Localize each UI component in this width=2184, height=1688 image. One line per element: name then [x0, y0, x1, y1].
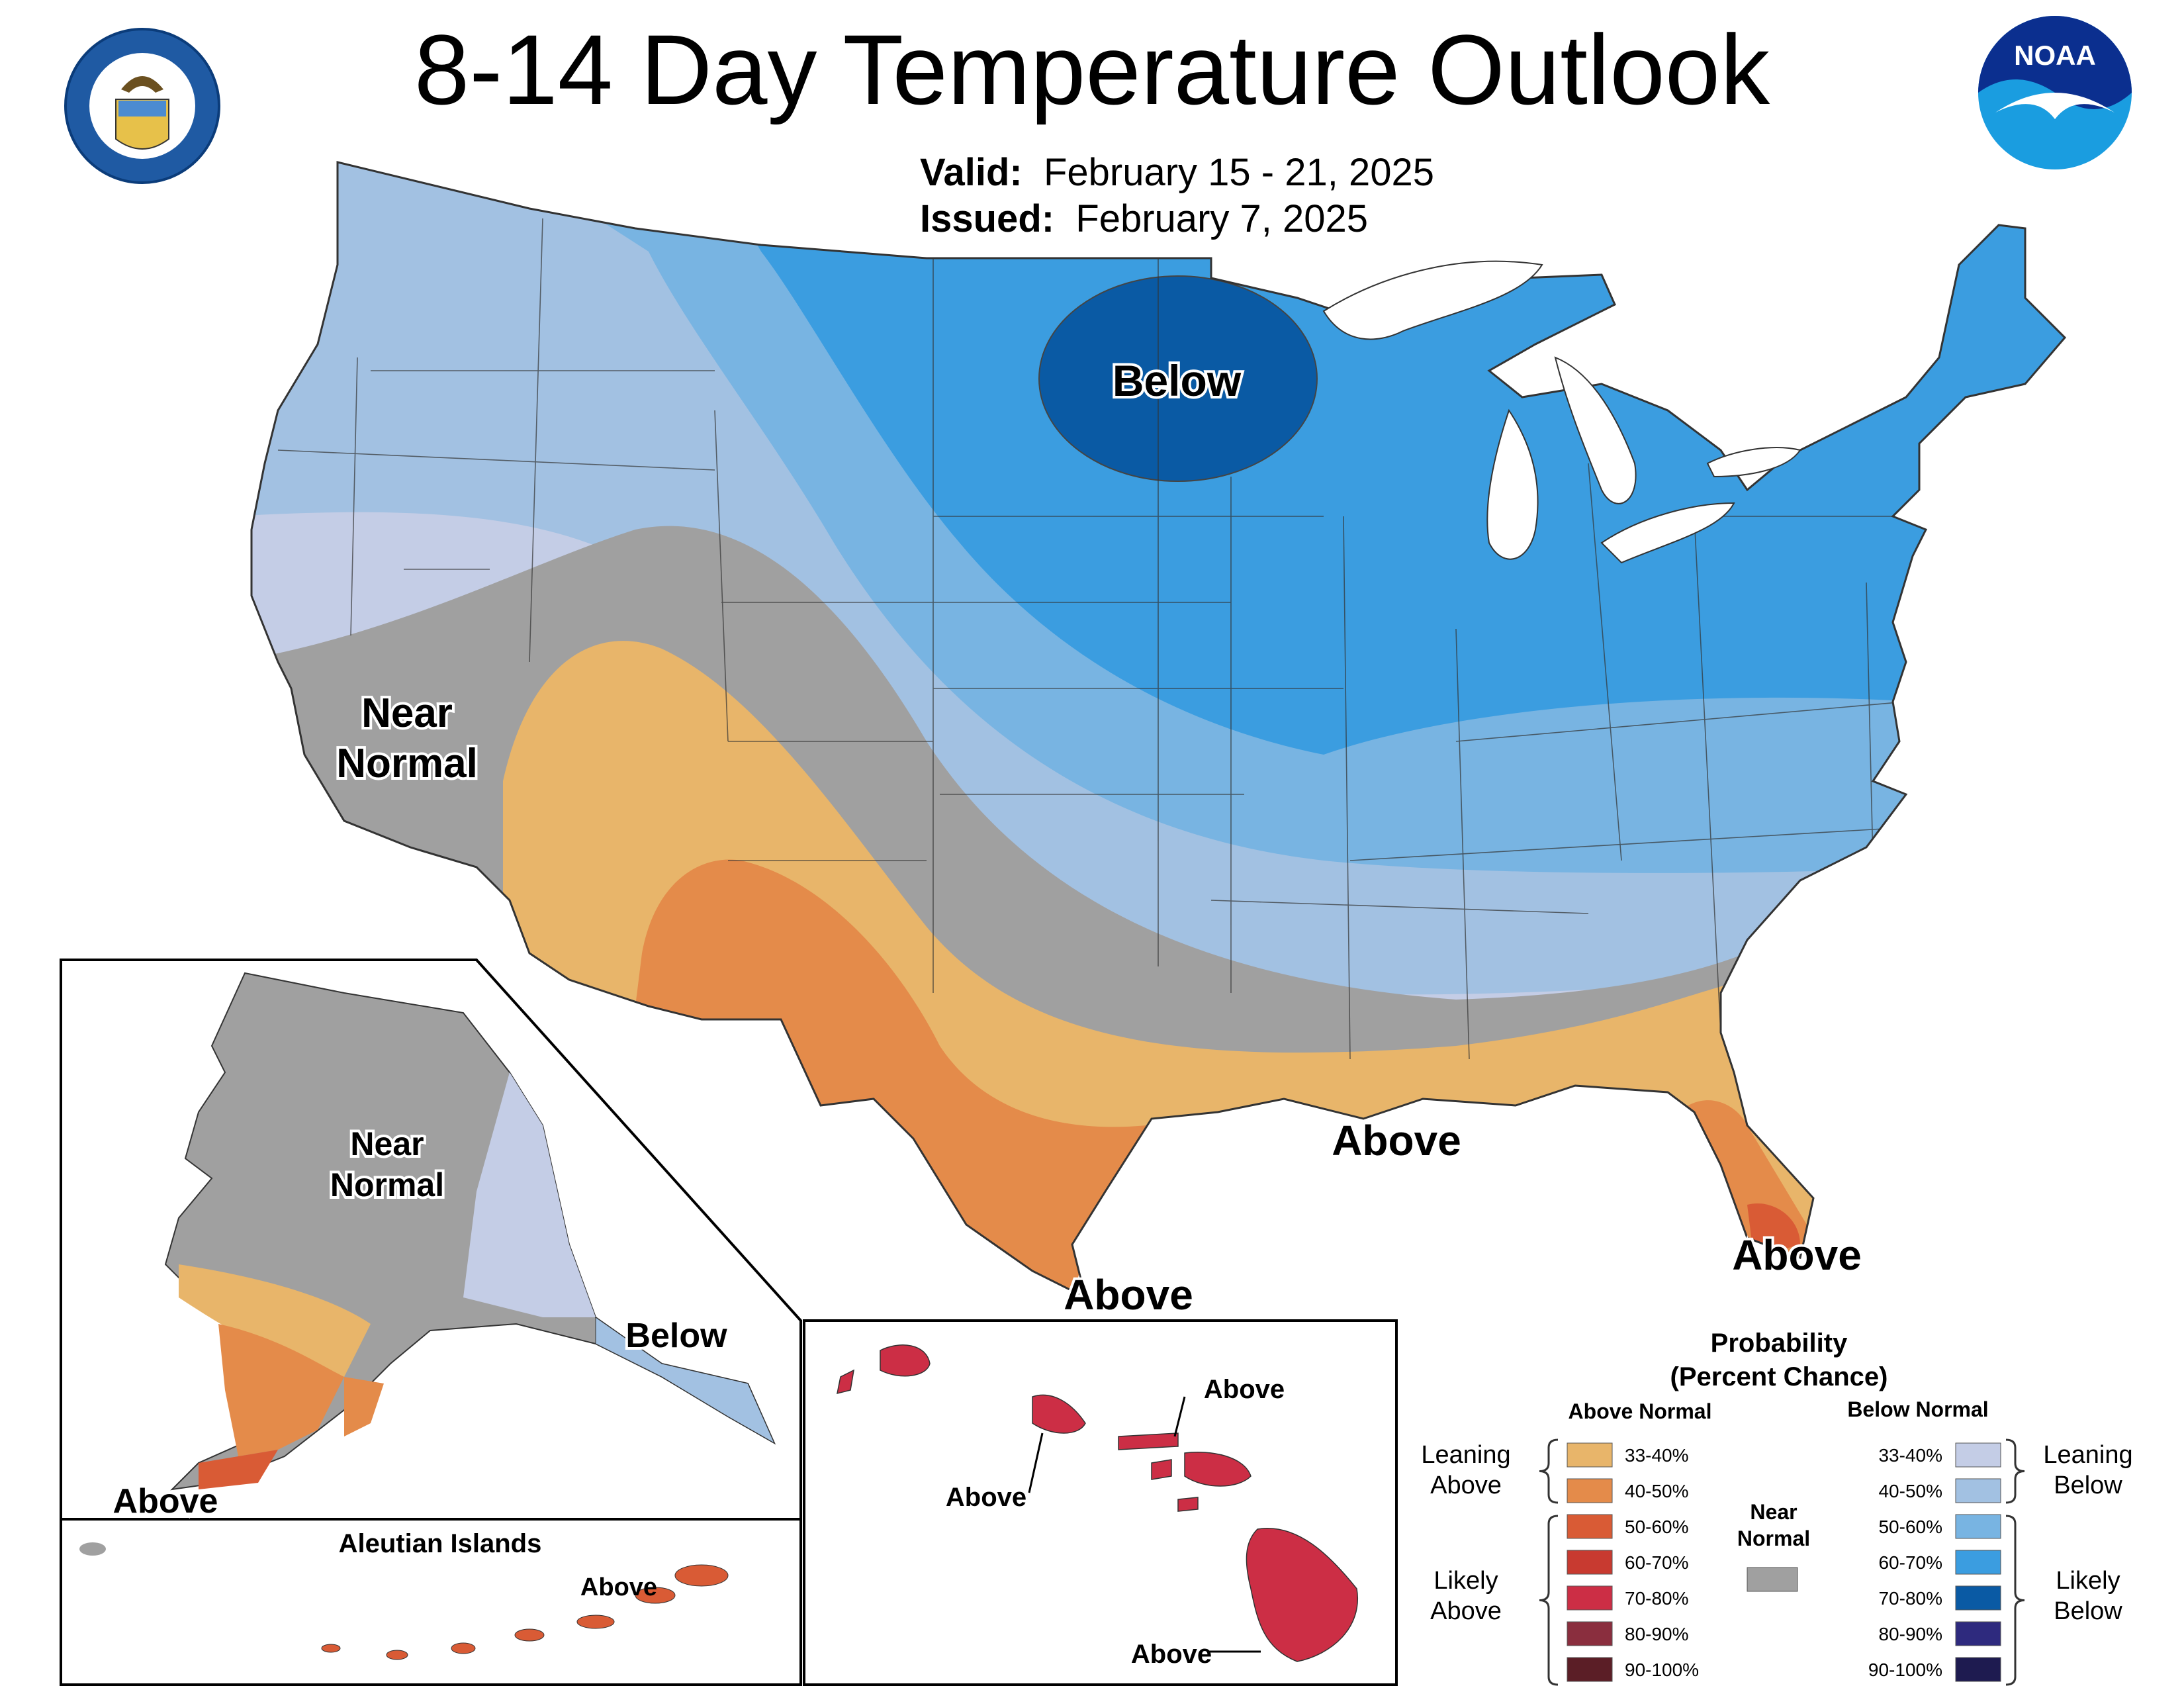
legend-label-below: 90-100%: [1868, 1660, 1942, 1680]
label-aleutian-title: Aleutian Islands: [339, 1529, 542, 1558]
legend-swatch-below: [1955, 1514, 2001, 1539]
legend-label-above: 80-90%: [1625, 1624, 1689, 1644]
great-lakes: [1322, 260, 1801, 564]
legend-swatch-above: [1567, 1585, 1613, 1611]
legend-leaning-below: Below: [2054, 1472, 2122, 1499]
legend-label-below: 80-90%: [1878, 1624, 1942, 1644]
legend-label-above: 90-100%: [1625, 1660, 1699, 1680]
legend-swatch-below: [1955, 1478, 2001, 1503]
commerce-seal-logo: [64, 28, 220, 184]
legend-swatch-above: [1567, 1442, 1613, 1468]
legend: Probability (Percent Chance) Above Normal B…: [1421, 1329, 2133, 1686]
legend-near-normal: Normal: [1737, 1526, 1810, 1550]
legend-brace: [1539, 1515, 1559, 1686]
legend-likely-below: Below: [2054, 1597, 2122, 1625]
noaa-logo: NOAA: [1978, 16, 2132, 169]
legend-swatch-above: [1567, 1550, 1613, 1575]
legend-swatch-below: [1955, 1657, 2001, 1682]
legend-likely-above: Above: [1430, 1597, 1502, 1625]
legend-below-header: Below Normal: [1847, 1397, 1988, 1421]
legend-swatch-above: [1567, 1514, 1613, 1539]
label-hawaii-above-bottom: Above: [1131, 1640, 1212, 1669]
legend-label-above: 70-80%: [1625, 1588, 1689, 1609]
legend-label-above: 50-60%: [1625, 1517, 1689, 1537]
label-above-texas: Above: [1064, 1271, 1193, 1319]
page-title: 8-14 Day Temperature Outlook: [414, 14, 1770, 125]
legend-near-normal: Near: [1750, 1500, 1797, 1524]
legend-swatch-below: [1955, 1621, 2001, 1646]
legend-swatch-near-normal: [1747, 1567, 1798, 1592]
legend-above-header: Above Normal: [1569, 1399, 1712, 1423]
legend-swatch-below: [1955, 1585, 2001, 1611]
legend-likely-above: Likely: [1433, 1567, 1498, 1595]
legend-brace: [2005, 1438, 2025, 1504]
valid-label: Valid:: [920, 151, 1023, 194]
legend-label-above: 33-40%: [1625, 1445, 1689, 1466]
legend-label-below: 60-70%: [1878, 1552, 1942, 1573]
legend-label-below: 33-40%: [1878, 1445, 1942, 1466]
alaska-inset: [60, 959, 802, 1686]
label-below-north: Below: [1113, 356, 1242, 405]
legend-likely-below: Likely: [2056, 1567, 2120, 1595]
legend-brace: [2005, 1515, 2025, 1686]
label-alaska-above: Above: [113, 1482, 218, 1521]
legend-swatch-below: [1955, 1550, 2001, 1575]
label-above-florida: Above: [1732, 1231, 1862, 1279]
valid-value: February 15 - 21, 2025: [1043, 151, 1434, 194]
legend-subtitle: (Percent Chance): [1670, 1362, 1888, 1391]
noaa-logo-text: NOAA: [2014, 40, 2096, 71]
legend-label-above: 60-70%: [1625, 1552, 1689, 1573]
legend-swatch-above: [1567, 1621, 1613, 1646]
valid-line: Valid: February 15 - 21, 2025: [920, 154, 1434, 192]
issued-label: Issued:: [920, 197, 1055, 240]
legend-swatch-above: [1567, 1478, 1613, 1503]
legend-leaning-below: Leaning: [2043, 1441, 2132, 1469]
legend-leaning-above: Leaning: [1421, 1441, 1510, 1469]
legend-swatch-above: [1567, 1657, 1613, 1682]
legend-leaning-above: Above: [1430, 1472, 1502, 1499]
legend-title: Probability: [1711, 1329, 1848, 1358]
label-hawaii-above-top: Above: [1204, 1375, 1285, 1404]
legend-swatch-below: [1955, 1442, 2001, 1468]
issued-line: Issued: February 7, 2025: [920, 200, 1368, 238]
hawaii-inset: [803, 1319, 1398, 1686]
legend-label-above: 40-50%: [1625, 1481, 1689, 1501]
label-near-normal-west: Near Normal: [336, 690, 478, 786]
issued-value: February 7, 2025: [1075, 197, 1369, 240]
legend-label-below: 50-60%: [1878, 1517, 1942, 1537]
label-alaska-below: Below: [625, 1317, 727, 1355]
label-alaska-near-normal: Near Normal: [330, 1125, 444, 1203]
legend-label-below: 40-50%: [1878, 1481, 1942, 1501]
label-hawaii-above-left: Above: [946, 1483, 1026, 1512]
label-above-gulf: Above: [1332, 1117, 1461, 1164]
legend-label-below: 70-80%: [1878, 1588, 1942, 1609]
legend-brace: [1539, 1438, 1559, 1504]
label-aleutian-above: Above: [580, 1573, 657, 1601]
